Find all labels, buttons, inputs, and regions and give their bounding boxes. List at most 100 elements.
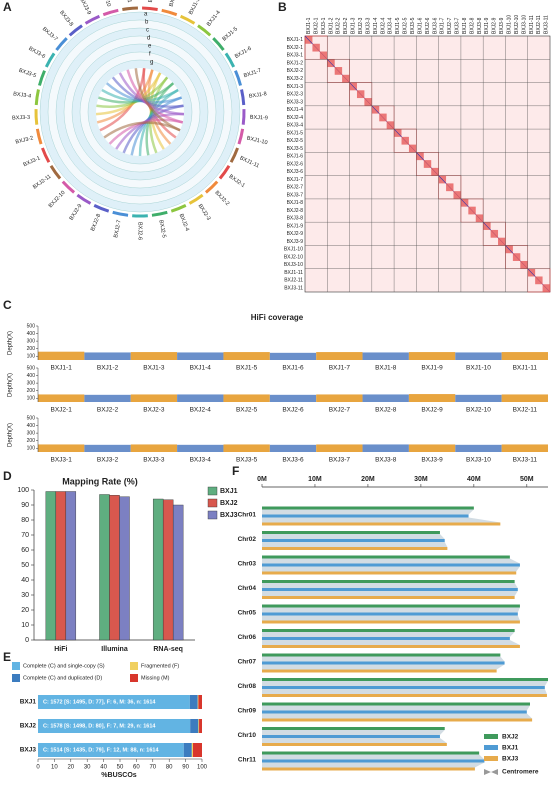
legend-label: BXJ1 xyxy=(502,745,519,752)
synteny-band xyxy=(262,730,445,735)
x-tick-label: BXJ3-3 xyxy=(143,457,165,464)
chromosome-label: BXJ1-5 xyxy=(221,26,239,42)
x-tick-label: BXJ2-1 xyxy=(51,407,73,414)
chromosome-arc xyxy=(239,129,243,144)
col-label: BXJ2-6 xyxy=(425,17,431,34)
panel-label: F xyxy=(232,464,239,478)
chr-label: Chr06 xyxy=(238,634,257,641)
x-tick-label: BXJ1-5 xyxy=(236,365,258,372)
panel-label: C xyxy=(3,298,12,312)
bar xyxy=(100,495,110,641)
chromosome-label: BXJ2-1 xyxy=(228,174,246,189)
x-tick-label: BXJ2-5 xyxy=(236,407,258,414)
x-tick-label: BXJ2-11 xyxy=(513,407,538,414)
chromosome-label: BXJ1-4 xyxy=(206,10,222,28)
chromosome-label: BXJ3-3 xyxy=(12,115,30,122)
bar xyxy=(110,495,120,640)
x-tick-label: BXJ3-4 xyxy=(190,457,212,464)
row-label: BXJ3-7 xyxy=(287,192,304,198)
x-tick-label: 50M xyxy=(520,476,534,483)
y-label: Depth(X) xyxy=(8,331,14,355)
col-label: BXJ2-8 xyxy=(469,17,475,34)
legend-swatch xyxy=(12,674,20,682)
coverage-block xyxy=(38,394,84,402)
row-label: BXJ1-1 xyxy=(287,37,304,43)
chromosome-arc xyxy=(243,109,244,125)
track-label: d xyxy=(147,36,150,42)
busco-seg xyxy=(198,695,202,709)
y-label: Depth(X) xyxy=(8,373,14,397)
x-tick-label: BXJ3-7 xyxy=(329,457,351,464)
coverage-block xyxy=(177,352,223,360)
chromosome-label: BXJ3-6 xyxy=(27,46,46,60)
bar xyxy=(173,505,183,640)
synteny-band xyxy=(262,616,520,621)
col-label: BXJ2-1 xyxy=(313,17,319,34)
chromosome-label: BXJ2-8 xyxy=(90,213,102,232)
coverage-block xyxy=(363,394,409,402)
x-tick-label: 50 xyxy=(117,765,124,771)
coverage-block xyxy=(455,445,501,452)
bar xyxy=(163,500,173,640)
y-tick-label: 200 xyxy=(27,388,36,394)
row-label: BXJ1-11 xyxy=(284,270,303,276)
row-label: BXJ1-7 xyxy=(287,177,304,183)
coverage-block xyxy=(502,444,548,452)
x-tick-label: BXJ1-8 xyxy=(375,365,397,372)
busco-annotation: C: 1514 [S: 1435, D: 79], F: 12, M: 88, … xyxy=(43,747,159,753)
chr-label: Chr08 xyxy=(238,683,257,690)
diag-cell xyxy=(498,238,505,246)
bar xyxy=(56,492,66,641)
busco-annotation: C: 1578 [S: 1498, D: 80], F: 7, M: 29, n… xyxy=(43,723,156,729)
y-tick-label: 200 xyxy=(27,346,36,352)
legend-label: Complete (C) and duplicated (D) xyxy=(23,675,102,681)
synteny-band xyxy=(262,632,515,637)
chromosome-arc xyxy=(36,109,37,125)
y-tick-label: 20 xyxy=(21,607,29,614)
row-label: BXJ3-6 xyxy=(287,169,304,175)
coverage-block xyxy=(131,352,177,360)
y-tick-label: 100 xyxy=(27,354,36,360)
row-label: BXJ3-4 xyxy=(287,123,304,129)
y-tick-label: 300 xyxy=(27,338,36,344)
col-label: BXJ3-1 xyxy=(321,17,327,34)
chromosome-label: BXJ3-4 xyxy=(13,91,32,100)
x-tick-label: BXJ2-4 xyxy=(190,407,212,414)
synteny-band xyxy=(262,763,484,768)
x-tick-label: 10 xyxy=(51,765,58,771)
col-label: BXJ3-8 xyxy=(477,17,483,34)
legend-label: Missing (M) xyxy=(141,675,170,681)
col-label: BXJ2-7 xyxy=(447,17,453,34)
row-label: BXJ2-8 xyxy=(287,208,304,214)
legend-swatch xyxy=(130,662,138,670)
row-label: BXJ2-3 xyxy=(287,92,304,98)
y-tick-label: 400 xyxy=(27,423,36,429)
col-label: BXJ1-3 xyxy=(351,17,357,34)
chromosome-label: BXJ1-3 xyxy=(188,0,202,16)
x-tick-label: BXJ1-4 xyxy=(190,365,212,372)
x-tick-label: 100 xyxy=(197,765,208,771)
chromosome-arc xyxy=(122,8,138,9)
y-tick-label: 90 xyxy=(21,502,29,509)
chr-label: Chr04 xyxy=(238,585,257,592)
col-label: BXJ1-11 xyxy=(529,15,535,34)
col-label: BXJ2-4 xyxy=(380,17,386,34)
panel-label: B xyxy=(278,0,287,14)
synteny-band xyxy=(262,640,520,645)
diag-cell xyxy=(446,183,453,191)
synteny-band xyxy=(262,706,530,711)
chromosome-arc xyxy=(36,90,38,105)
chromosome-arc xyxy=(162,10,177,14)
coverage-block xyxy=(223,352,269,360)
y-tick-label: 400 xyxy=(27,331,36,337)
y-tick-label: 40 xyxy=(21,577,29,584)
chr-label: Chr07 xyxy=(238,659,257,666)
chromosome-label: BXJ2-5 xyxy=(157,220,166,239)
coverage-block xyxy=(363,352,409,360)
diag-cell xyxy=(357,90,364,98)
col-label: BXJ1-6 xyxy=(417,17,423,34)
busco-seg xyxy=(198,719,199,733)
chromosome-arc xyxy=(242,90,244,105)
x-tick-label: 30M xyxy=(414,476,428,483)
